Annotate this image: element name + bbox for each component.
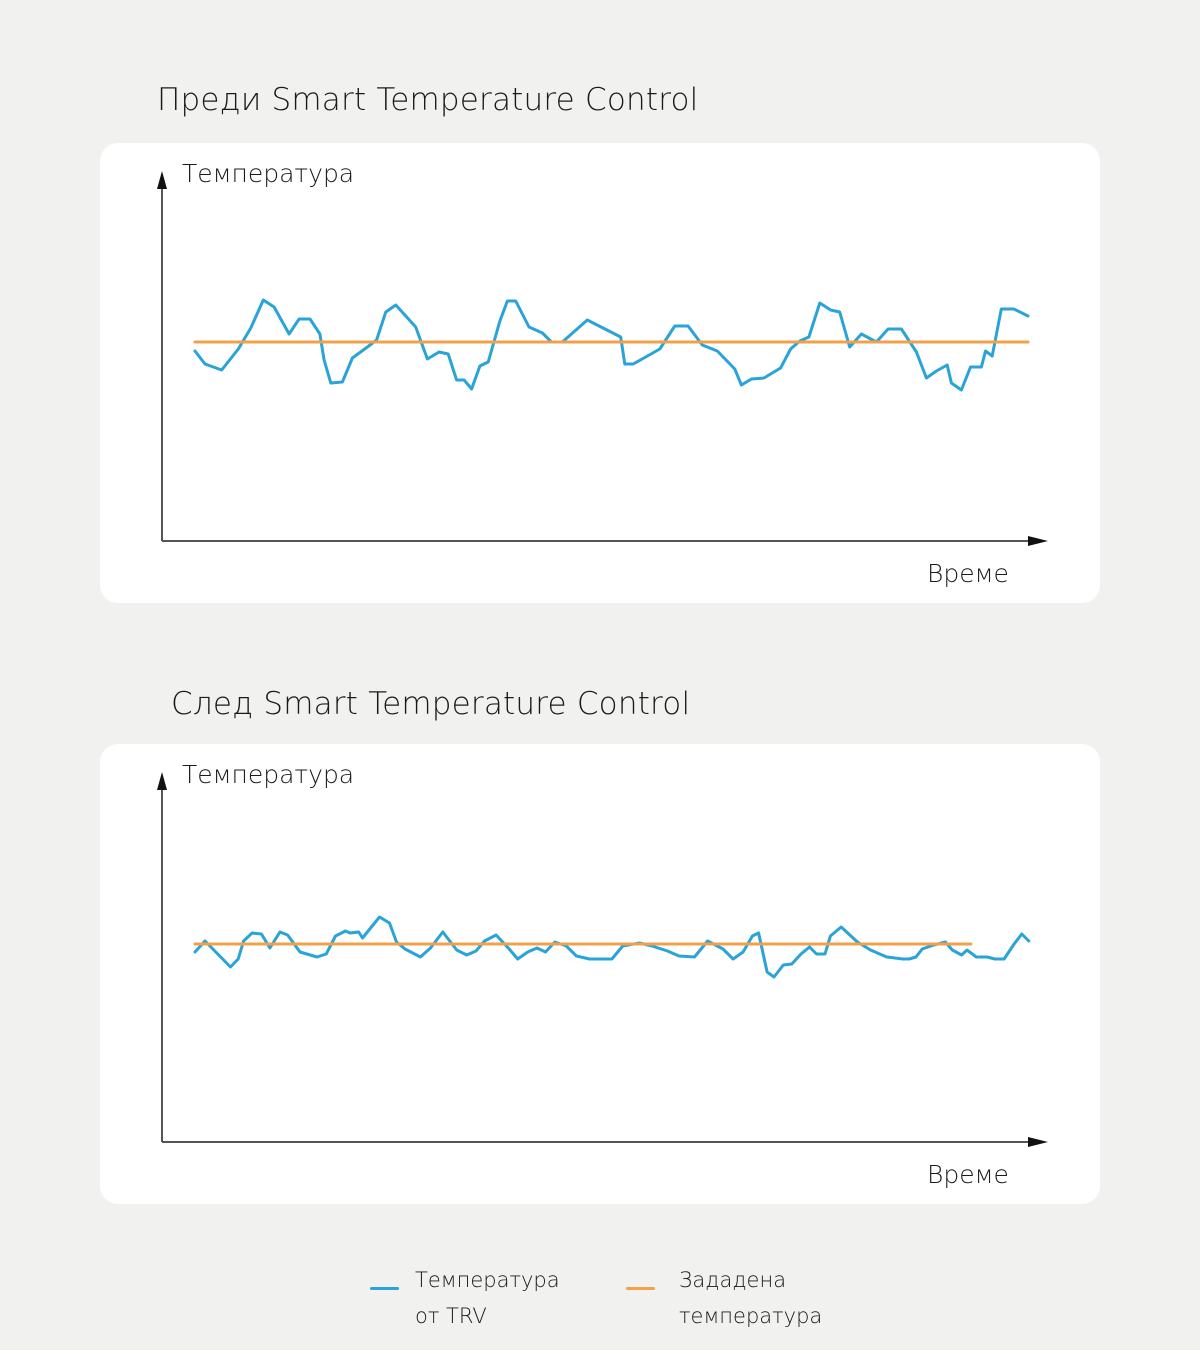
chart-card-before: Температура Време (100, 143, 1100, 603)
x-axis-arrow-icon (1028, 1137, 1048, 1147)
x-axis-label: Време (927, 559, 1009, 588)
trv-temperature-line (193, 915, 1031, 979)
x-axis-arrow-icon (1028, 536, 1048, 546)
y-axis-arrow-icon (157, 772, 167, 790)
legend-swatch-blue-line-icon (370, 1287, 399, 1290)
legend-label: Температура от TRV (415, 1268, 560, 1328)
chart-title-before: Преди Smart Temperature Control (157, 82, 699, 118)
trv-temperature-line (193, 298, 1030, 392)
y-axis-label: Температура (182, 159, 355, 188)
x-axis-label: Време (927, 1160, 1009, 1189)
chart-card-after: Температура Време (100, 744, 1100, 1204)
line-chart-after (157, 772, 1048, 1147)
chart-legend: Температура от TRV Зададена температура (0, 1262, 1200, 1332)
y-axis-label: Температура (182, 760, 355, 789)
chart-title-after: След Smart Temperature Control (171, 686, 691, 722)
y-axis-arrow-icon (157, 171, 167, 189)
line-chart-before (157, 171, 1048, 546)
legend-label: Зададена температура (679, 1268, 823, 1328)
legend-swatch-orange-line-icon (626, 1287, 655, 1290)
